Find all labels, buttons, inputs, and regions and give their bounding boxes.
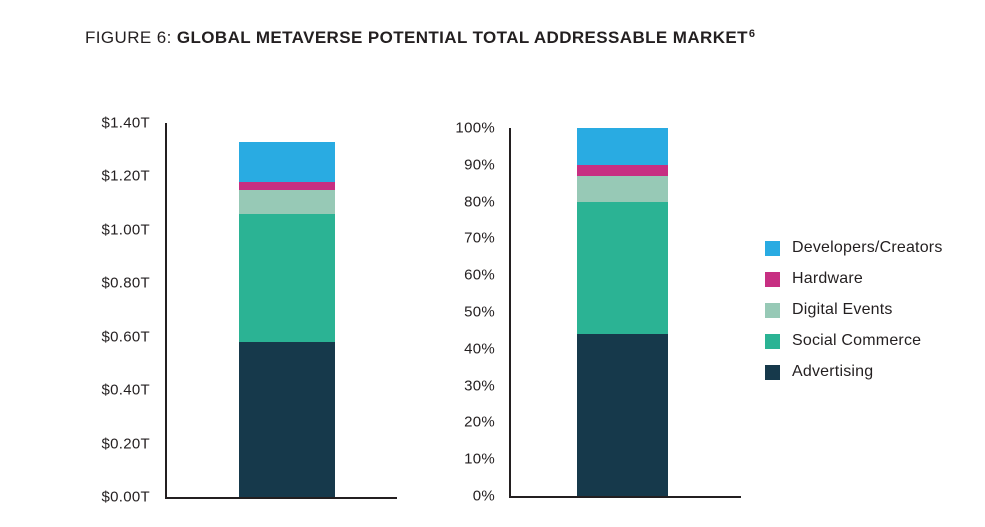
legend-label: Hardware bbox=[792, 270, 863, 287]
y-axis-tick-label: $0.40T bbox=[101, 381, 150, 399]
legend-item-developers-creators: Developers/Creators bbox=[765, 239, 943, 257]
figure-title: FIGURE 6: GLOBAL METAVERSE POTENTIAL TOT… bbox=[85, 28, 755, 48]
legend-label: Developers/Creators bbox=[792, 239, 943, 256]
dollar-stacked-bar bbox=[239, 141, 335, 497]
percent-stacked-bar bbox=[577, 128, 668, 496]
legend-swatch-icon bbox=[765, 240, 780, 256]
percent-y-axis: 100% 90% 80% 70% 60% 50% 40% 30% 20% 10% 0% bbox=[430, 120, 495, 505]
percent-stacked-bar-chart: 100% 90% 80% 70% 60% 50% 40% 30% 20% 10% 0% bbox=[430, 120, 745, 505]
bar-segment-advertising bbox=[577, 334, 668, 496]
legend-item-advertising: Advertising bbox=[765, 363, 943, 381]
legend-swatch-icon bbox=[765, 271, 780, 287]
y-axis-tick-label: $1.20T bbox=[101, 167, 150, 185]
y-axis-tick-label: 70% bbox=[464, 229, 495, 247]
legend-swatch-icon bbox=[765, 333, 780, 349]
y-axis-tick-label: 0% bbox=[472, 487, 495, 505]
legend-label: Social Commerce bbox=[792, 332, 922, 349]
y-axis-tick-label: 100% bbox=[455, 119, 495, 137]
bar-segment-hardware bbox=[577, 164, 668, 176]
y-axis-tick-label: 30% bbox=[464, 377, 495, 395]
y-axis-tick-label: $0.60T bbox=[101, 328, 150, 346]
bar-segment-digital-events bbox=[577, 175, 668, 202]
bar-segment-developers-creators bbox=[577, 128, 668, 165]
legend-label: Advertising bbox=[792, 363, 874, 380]
legend-item-social-commerce: Social Commerce bbox=[765, 332, 943, 350]
bar-segment-social-commerce bbox=[577, 201, 668, 335]
legend-item-digital-events: Digital Events bbox=[765, 301, 943, 319]
footnote-reference: 6 bbox=[748, 28, 756, 40]
legend-swatch-icon bbox=[765, 364, 780, 380]
y-axis-tick-label: 60% bbox=[464, 266, 495, 284]
y-axis-tick-label: 40% bbox=[464, 340, 495, 358]
y-axis-tick-label: $1.00T bbox=[101, 221, 150, 239]
figure-label: FIGURE 6: bbox=[85, 28, 177, 47]
bar-segment-hardware bbox=[239, 181, 335, 190]
bar-segment-advertising bbox=[239, 342, 335, 497]
legend-label: Digital Events bbox=[792, 301, 893, 318]
y-axis-tick-label: 80% bbox=[464, 193, 495, 211]
figure-title-text: GLOBAL METAVERSE POTENTIAL TOTAL ADDRESS… bbox=[176, 28, 748, 47]
y-axis-tick-label: 10% bbox=[464, 450, 495, 468]
y-axis-tick-label: $0.80T bbox=[101, 274, 150, 292]
y-axis-tick-label: $0.20T bbox=[101, 435, 150, 453]
bar-segment-developers-creators bbox=[239, 141, 335, 182]
y-axis-tick-label: 50% bbox=[464, 303, 495, 321]
legend-swatch-icon bbox=[765, 302, 780, 318]
dollar-y-axis: $1.40T $1.20T $1.00T $0.80T $0.60T $0.40T $0.2… bbox=[60, 115, 150, 506]
bar-segment-social-commerce bbox=[239, 213, 335, 343]
dollar-stacked-bar-chart: $1.40T $1.20T $1.00T $0.80T $0.60T $0.40T $0.2… bbox=[60, 115, 400, 506]
legend: Developers/Creators Hardware Digital Event… bbox=[765, 239, 943, 381]
y-axis-tick-label: 20% bbox=[464, 413, 495, 431]
percent-plot-area bbox=[509, 128, 741, 498]
legend-item-hardware: Hardware bbox=[765, 270, 943, 288]
bar-segment-digital-events bbox=[239, 189, 335, 214]
y-axis-tick-label: $1.40T bbox=[101, 114, 150, 132]
y-axis-tick-label: 90% bbox=[464, 156, 495, 174]
y-axis-tick-label: $0.00T bbox=[101, 488, 150, 506]
dollar-plot-area bbox=[165, 123, 397, 499]
